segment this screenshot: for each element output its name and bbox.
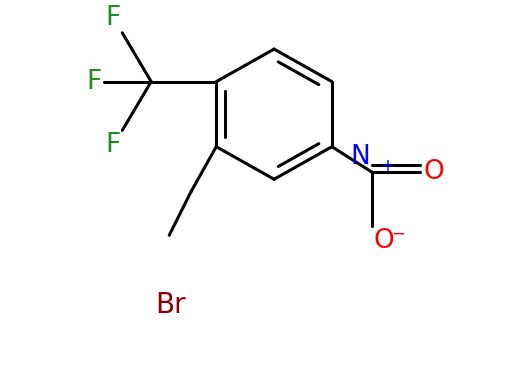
Text: −: − [392,224,406,242]
Text: F: F [105,5,120,31]
Text: N: N [350,144,370,170]
Text: F: F [105,132,120,158]
Text: O: O [373,228,394,254]
Text: O: O [423,159,444,185]
Text: +: + [381,157,395,175]
Text: F: F [86,69,101,94]
Text: Br: Br [156,291,186,319]
